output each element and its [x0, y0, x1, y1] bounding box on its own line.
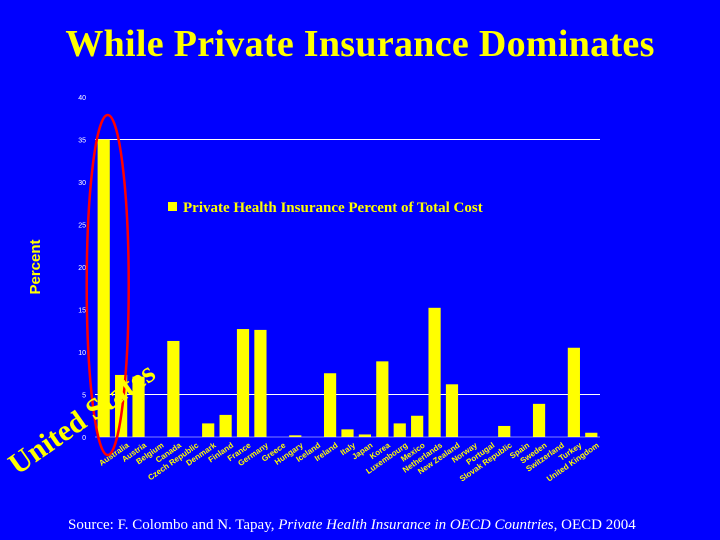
highlight-ellipse — [85, 113, 130, 457]
bar-mexico — [411, 415, 424, 437]
legend-swatch — [168, 202, 177, 211]
bar-korea — [376, 361, 389, 437]
bar-new-zealand — [445, 384, 459, 437]
bar-sweden — [532, 403, 546, 437]
source-title: Private Health Insurance in OECD Countri… — [278, 517, 554, 533]
bar-italy — [341, 429, 354, 437]
bar-canada — [167, 340, 180, 437]
y-tick-label-20: 20 — [78, 265, 86, 272]
y-tick-label-10: 10 — [78, 350, 86, 357]
y-tick-label-5: 5 — [82, 393, 86, 400]
y-tick-label-30: 30 — [78, 180, 86, 187]
bar-denmark — [202, 423, 215, 437]
legend-label: Private Health Insurance Percent of Tota… — [183, 200, 483, 216]
bar-japan — [358, 434, 372, 437]
bar-finland — [219, 414, 232, 437]
bars — [97, 139, 598, 437]
source-citation: Source: F. Colombo and N. Tapay, Private… — [68, 517, 636, 534]
y-tick-label-15: 15 — [78, 308, 86, 315]
bar-slovak-republic — [498, 425, 511, 437]
y-axis-label: Percent — [27, 239, 44, 294]
y-tick-label-40: 40 — [78, 95, 86, 102]
bar-ireland — [323, 373, 337, 437]
legend: Private Health Insurance Percent of Tota… — [168, 200, 483, 216]
bar-netherlands — [428, 307, 441, 437]
bar-france — [236, 329, 250, 437]
bar-united-kingdom — [585, 432, 598, 437]
bar-united-states — [97, 139, 110, 437]
y-tick-label-25: 25 — [78, 223, 86, 230]
bar-austria — [132, 376, 145, 437]
y-tick-label-0: 0 — [82, 435, 86, 442]
bar-hungary — [289, 435, 302, 437]
source-prefix: Source: F. Colombo and N. Tapay, — [68, 517, 279, 533]
bar-germany — [254, 329, 267, 437]
bar-luxembourg — [393, 423, 406, 437]
y-axis-ticks: 0 5 10 15 20 25 30 35 40 — [78, 95, 86, 442]
y-tick-label-35: 35 — [78, 138, 86, 145]
bar-turkey — [567, 347, 580, 437]
page-title: While Private Insurance Dominates — [65, 23, 655, 65]
source-suffix: , OECD 2004 — [553, 517, 636, 533]
